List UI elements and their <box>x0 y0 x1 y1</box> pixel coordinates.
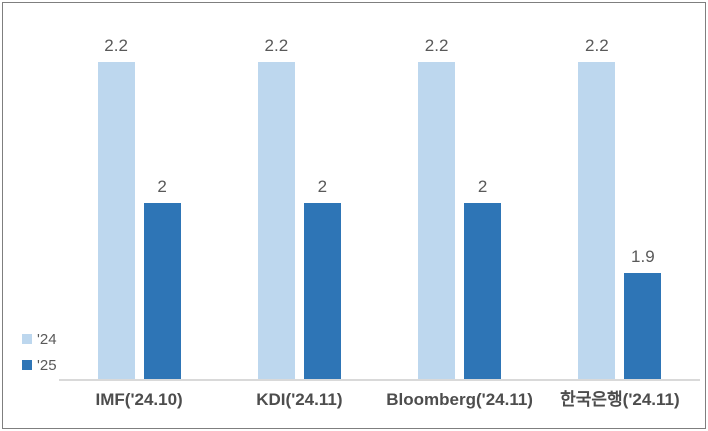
value-label: 1.9 <box>631 247 655 266</box>
bar-24-1 <box>257 62 295 379</box>
value-label: 2.2 <box>424 36 449 55</box>
legend-label-25: '25 <box>37 356 57 374</box>
bar-25-2 <box>464 203 502 379</box>
bar-25-3 <box>624 273 662 379</box>
category-label: 한국은행('24.11) <box>560 390 680 409</box>
category-label: Bloomberg('24.11) <box>386 390 533 409</box>
category-label: KDI('24.11) <box>256 390 343 409</box>
legend: '24 '25 <box>22 329 57 381</box>
legend-swatch-25 <box>22 360 32 370</box>
legend-swatch-24 <box>22 334 32 344</box>
legend-item-24: '24 <box>22 329 57 349</box>
x-axis-line <box>59 379 700 381</box>
value-label: 2.2 <box>264 36 289 55</box>
bar-25-1 <box>303 203 341 379</box>
bar-24-2 <box>418 62 456 379</box>
bar-25-0 <box>143 203 181 379</box>
value-label: 2.2 <box>585 36 609 55</box>
value-label: 2.2 <box>104 36 128 55</box>
category-label: IMF('24.10) <box>95 390 183 409</box>
legend-label-24: '24 <box>37 330 57 348</box>
bar-24-0 <box>97 62 135 379</box>
value-label: 2 <box>477 177 488 196</box>
value-label: 2 <box>317 177 328 196</box>
bar-24-3 <box>578 62 616 379</box>
value-label: 2 <box>157 177 167 196</box>
legend-item-25: '25 <box>22 355 57 375</box>
